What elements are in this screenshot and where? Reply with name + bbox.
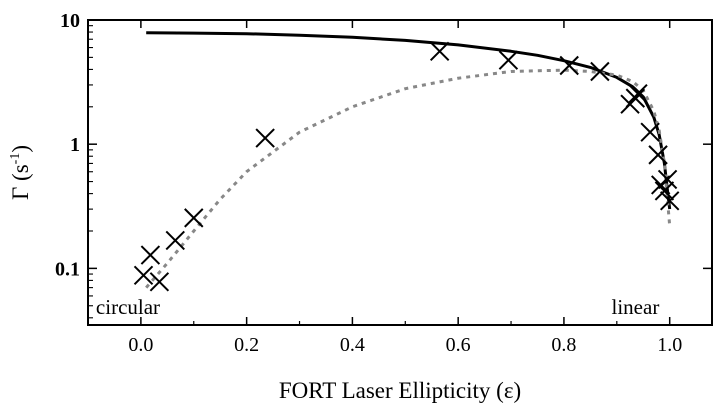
data-point — [628, 83, 648, 104]
plot-border — [87, 19, 713, 326]
data-point — [648, 145, 668, 165]
annotations: circular linear — [96, 295, 659, 319]
data-point — [149, 272, 170, 292]
data-point-stroke — [625, 88, 646, 108]
data-point-stroke — [559, 55, 579, 76]
data-point-stroke — [628, 83, 648, 104]
data-point-stroke — [657, 169, 678, 190]
data-point-stroke — [498, 50, 519, 70]
data-point — [255, 128, 275, 148]
data-point — [654, 181, 675, 201]
curves — [145, 31, 672, 289]
data-point-stroke — [140, 245, 161, 265]
y-axis-symbol: Γ — [8, 187, 33, 200]
data-point — [184, 208, 204, 228]
data-point — [133, 265, 154, 285]
y-axis-title: Γ (s-1) — [8, 145, 33, 200]
annotation-circular: circular — [96, 295, 160, 319]
data-point-stroke — [429, 41, 450, 61]
data-point-stroke — [590, 61, 610, 82]
x-tick-label: 0.0 — [128, 334, 153, 356]
x-tick-label: 1.0 — [657, 334, 682, 356]
y-axis-unit-open: (s — [8, 164, 33, 186]
data-point-stroke — [165, 230, 185, 251]
data-point-stroke — [654, 181, 675, 201]
data-point — [140, 245, 161, 265]
y-axis-unit-close: ) — [8, 145, 33, 153]
dotted-curve — [145, 68, 672, 289]
data-point — [165, 230, 185, 251]
x-tick-label: 0.8 — [551, 334, 576, 356]
annotation-linear: linear — [612, 295, 660, 319]
data-point — [625, 88, 646, 108]
data-point-stroke — [184, 208, 204, 228]
data-point-stroke — [133, 265, 154, 285]
x-tick-label: 0.2 — [234, 334, 259, 356]
data-point-stroke — [648, 145, 668, 165]
y-axis-unit-exponent: -1 — [8, 153, 23, 165]
plot-frame — [87, 19, 713, 326]
x-axis-title: FORT Laser Ellipticity (ε) — [279, 378, 521, 403]
data-point — [640, 122, 660, 142]
data-point — [659, 191, 680, 211]
data-markers — [133, 41, 680, 292]
data-point — [657, 169, 678, 190]
y-axis-ticks: 0.1 1 10 — [55, 10, 712, 319]
data-point — [429, 41, 450, 61]
data-point — [590, 61, 610, 82]
data-point — [559, 55, 579, 76]
data-point — [498, 50, 519, 70]
solid-curve — [146, 31, 672, 210]
y-tick-label: 10 — [60, 10, 80, 32]
data-point-stroke — [659, 191, 680, 211]
data-point-stroke — [149, 272, 170, 292]
data-point-stroke — [640, 122, 660, 142]
y-tick-label: 0.1 — [55, 258, 80, 280]
y-tick-label: 1 — [70, 134, 80, 156]
data-point-stroke — [255, 128, 275, 148]
x-axis-ticks: 0.0 0.2 0.4 0.6 0.8 1.0 — [128, 20, 682, 356]
x-tick-label: 0.6 — [446, 334, 471, 356]
x-tick-label: 0.4 — [340, 334, 365, 356]
